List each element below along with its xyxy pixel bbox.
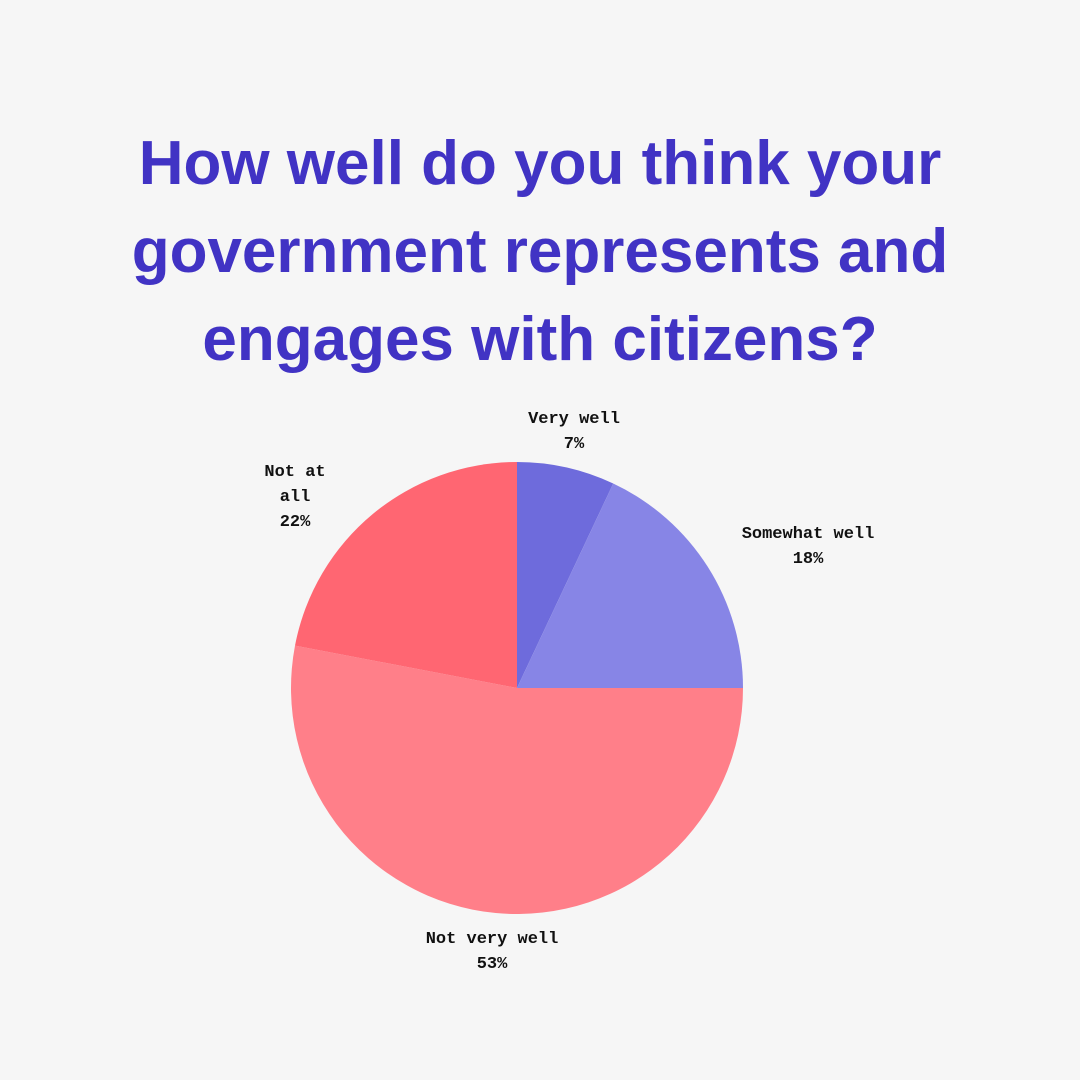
value-label: 18% <box>792 550 824 569</box>
pie-slice <box>517 483 743 688</box>
pie-slice <box>290 645 743 915</box>
category-label: Very well <box>528 410 620 429</box>
slice-label: Very well 7% <box>494 407 654 457</box>
category-label: Not very well <box>425 930 559 949</box>
chart-title: How well do you think your government re… <box>131 129 949 374</box>
slice-label: Not very well 53% <box>402 927 582 977</box>
pie-slice <box>295 462 517 688</box>
slice-label: Not at all 22% <box>255 460 335 535</box>
pie-slice <box>517 462 614 688</box>
slice-label: Somewhat well 18% <box>728 522 888 572</box>
value-label: 22% <box>279 513 311 532</box>
value-label: 7% <box>563 435 585 454</box>
category-label: Not at all <box>264 463 326 507</box>
value-label: 53% <box>476 955 508 974</box>
category-label: Somewhat well <box>741 525 875 544</box>
